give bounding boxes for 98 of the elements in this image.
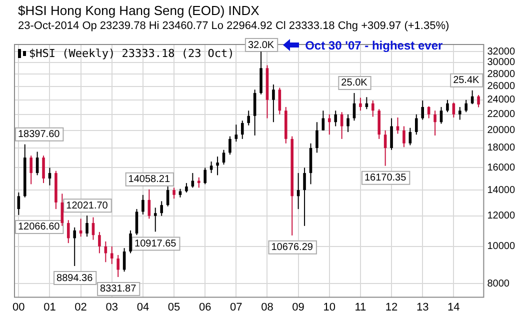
y-tick-label: 28000 xyxy=(487,68,516,80)
y-tick-label: 24000 xyxy=(487,94,516,106)
candlestick xyxy=(204,167,206,185)
x-tick-label: 02 xyxy=(74,301,87,314)
candlestick xyxy=(390,118,393,150)
candlestick xyxy=(434,110,436,136)
candlestick xyxy=(253,89,256,136)
candlestick xyxy=(66,220,70,244)
x-tick-label: 13 xyxy=(416,301,429,314)
annotation: 10917.65 xyxy=(134,238,177,250)
annotation: 8331.87 xyxy=(100,284,137,295)
candlestick xyxy=(247,110,250,126)
candlestick xyxy=(384,130,387,166)
annotation: 12066.60 xyxy=(18,222,60,233)
x-tick-label: 12 xyxy=(385,301,398,314)
annotation: Oct 30 '07 - highest ever xyxy=(305,38,443,52)
annotation: 32.0K xyxy=(248,40,274,51)
annotation: 18397.60 xyxy=(18,129,60,140)
y-tick-label: 32000 xyxy=(487,46,516,58)
y-tick-label: 10000 xyxy=(487,241,516,252)
candlestick xyxy=(110,246,114,265)
candlestick xyxy=(185,182,188,193)
annotation: 25.0K xyxy=(341,78,368,89)
candlestick xyxy=(414,114,418,136)
y-tick-label: 8000 xyxy=(487,278,510,290)
candlestick xyxy=(278,87,282,115)
chart-title: $HSI Hong Kong Hang Seng (EOD) INDX xyxy=(18,3,260,18)
x-tick-label: 10 xyxy=(323,301,336,314)
candlestick xyxy=(427,106,430,119)
y-tick-label: 14000 xyxy=(487,184,516,196)
annotation: 8894.36 xyxy=(56,272,94,284)
candlestick xyxy=(148,188,151,220)
candlestick xyxy=(228,136,232,156)
candlestick xyxy=(396,116,400,134)
y-tick-label: 22000 xyxy=(487,109,516,120)
candlestick xyxy=(272,84,275,123)
candlestick xyxy=(222,149,226,166)
candlestick xyxy=(316,122,318,154)
y-tick-label: 18000 xyxy=(487,142,516,154)
x-tick-label: 11 xyxy=(354,301,366,314)
y-tick-label: 30000 xyxy=(487,57,516,68)
annotation: 16170.35 xyxy=(364,172,407,184)
x-tick-label: 03 xyxy=(106,301,118,314)
candlestick xyxy=(359,97,362,112)
candlestick xyxy=(371,100,374,118)
y-tick-label: 20000 xyxy=(487,125,516,136)
candlestick xyxy=(458,106,462,120)
candlestick xyxy=(73,226,76,267)
x-tick-label: 06 xyxy=(198,301,212,314)
x-tick-label: 14 xyxy=(448,301,460,314)
candlestick xyxy=(172,187,176,200)
candlestick xyxy=(216,156,219,176)
candlestick xyxy=(116,254,120,278)
annotation: 12021.70 xyxy=(66,200,108,212)
candlestick xyxy=(408,127,412,146)
x-tick-label: 01 xyxy=(44,301,56,314)
candlestick xyxy=(17,192,20,216)
candlestick xyxy=(129,230,132,254)
candlestick xyxy=(240,120,244,140)
candlestick xyxy=(36,151,39,176)
candlestick xyxy=(210,161,213,174)
candlestick xyxy=(334,110,337,127)
y-tick-label: 12000 xyxy=(487,210,516,222)
candlestick xyxy=(197,176,200,188)
candlestick xyxy=(234,124,238,142)
x-tick-label: 00 xyxy=(12,301,25,314)
candlestick xyxy=(48,167,52,186)
y-tick-label: 16000 xyxy=(487,162,516,174)
x-tick-label: 04 xyxy=(136,301,150,314)
annotation: 14058.21 xyxy=(128,174,170,186)
x-tick-label: 05 xyxy=(168,301,180,314)
annotation: 10676.29 xyxy=(271,242,314,254)
candlestick xyxy=(98,231,101,254)
candlestick xyxy=(446,99,449,113)
candlestick xyxy=(470,90,474,105)
candlestick xyxy=(346,114,350,133)
x-tick-label: 09 xyxy=(292,301,304,314)
chart-subtitle: 23-Oct-2014 Op 23239.78 Hi 23460.77 Lo 22964.92 Cl 23333.18 Chg +309.97 (+1.35%) xyxy=(18,20,450,32)
candlestick xyxy=(402,126,406,148)
candlestick xyxy=(477,94,480,108)
candlestick xyxy=(464,99,468,113)
candlestick xyxy=(421,100,424,120)
x-tick-label: 08 xyxy=(261,301,274,314)
candlestick xyxy=(154,207,157,232)
candlestick xyxy=(322,110,325,131)
candlestick xyxy=(378,108,380,140)
candlestick xyxy=(328,114,331,136)
annotation: 25.4K xyxy=(453,75,480,86)
x-tick-label: 07 xyxy=(230,301,242,314)
candlestick xyxy=(135,208,138,236)
legend-label: $HSI (Weekly) 23333.18 (23 Oct) xyxy=(29,46,234,60)
candlestick xyxy=(86,215,88,238)
candlestick xyxy=(160,200,163,216)
candlestick xyxy=(42,155,45,184)
candlestick xyxy=(303,167,306,226)
candlestick xyxy=(142,194,144,215)
candlestick xyxy=(30,155,32,185)
y-tick-label: 26000 xyxy=(487,81,516,92)
